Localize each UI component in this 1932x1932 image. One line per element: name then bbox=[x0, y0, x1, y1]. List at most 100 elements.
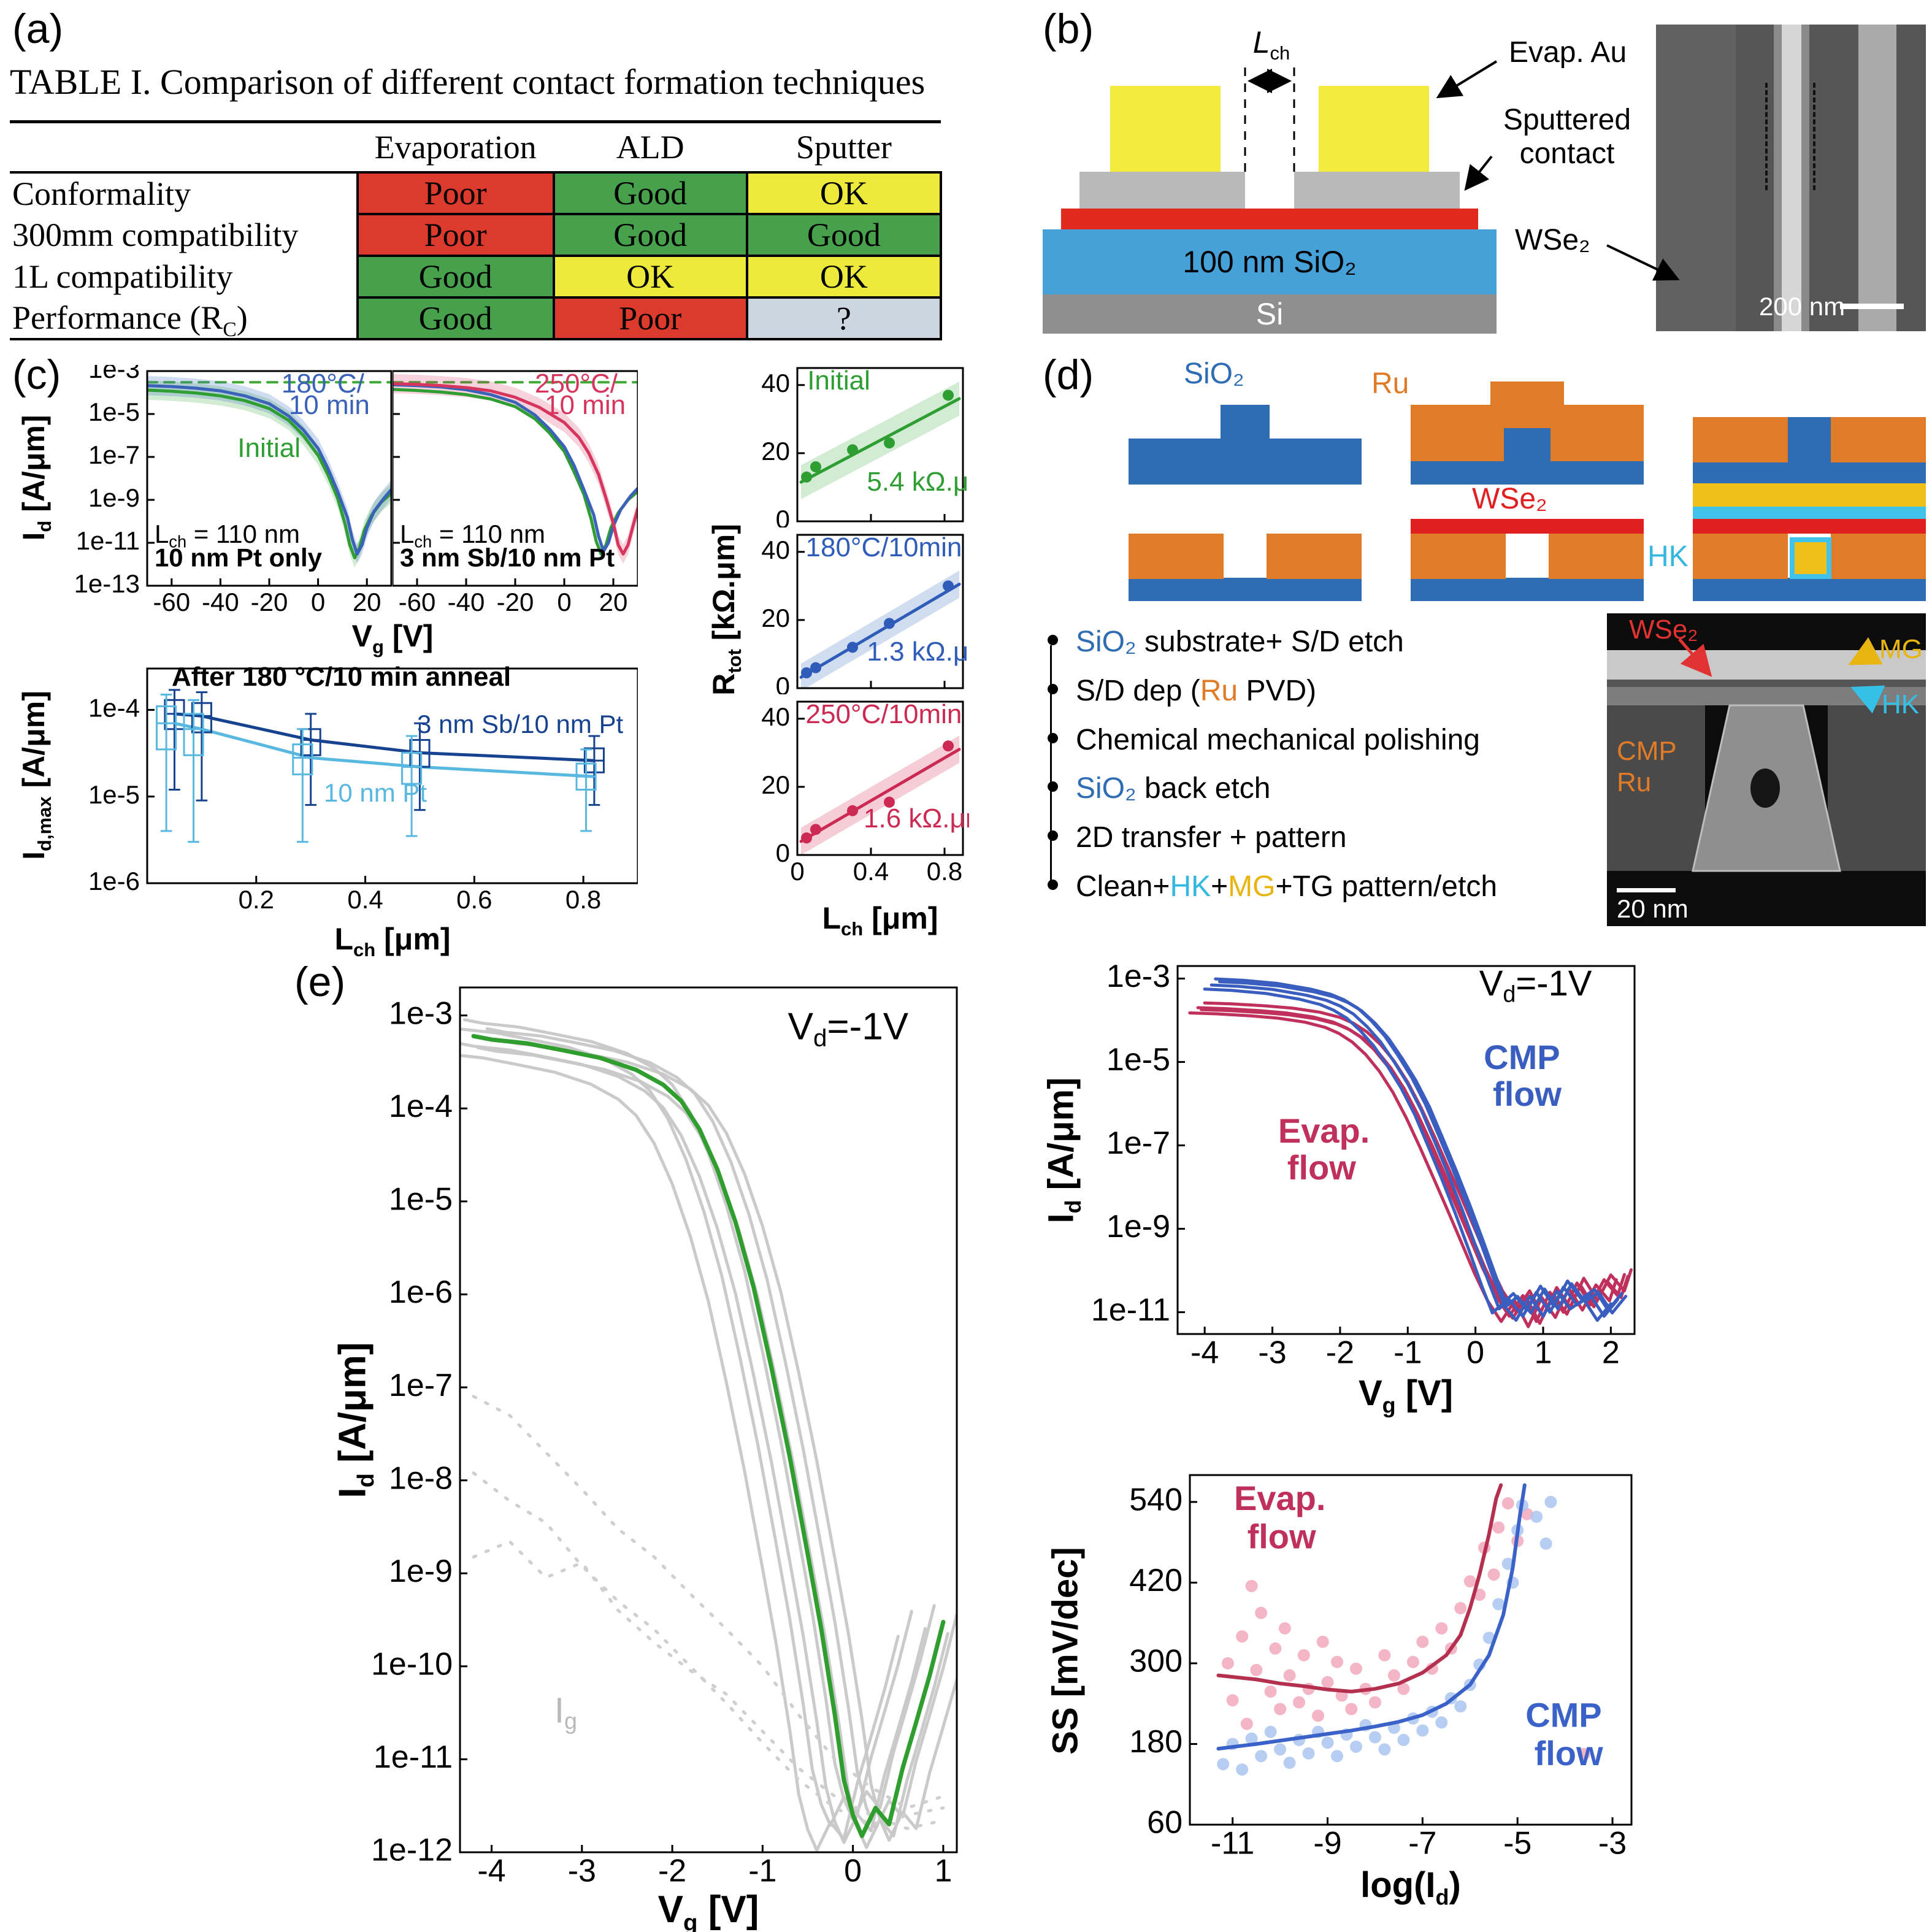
tem-cmp-ru-label: CMP Ru bbox=[1617, 736, 1676, 797]
wse2-label-b: WSe₂ bbox=[1515, 224, 1590, 256]
sem-electrode-bar bbox=[1858, 25, 1896, 331]
svg-text:250°C/10min: 250°C/10min bbox=[806, 699, 962, 729]
table-cell: OK bbox=[552, 255, 748, 299]
svg-text:1e-3: 1e-3 bbox=[389, 995, 453, 1031]
tem-mg-label: MG bbox=[1879, 634, 1923, 664]
e1-xlabel: Vg [V] bbox=[657, 1888, 759, 1932]
svg-text:5.4 kΩ.μm: 5.4 kΩ.μm bbox=[867, 467, 969, 497]
svg-text:Initial: Initial bbox=[237, 433, 301, 463]
d2-ru-bump bbox=[1490, 381, 1564, 406]
row-label: 300mm compatibility bbox=[12, 217, 299, 253]
svg-text:1e-3: 1e-3 bbox=[1106, 959, 1170, 994]
table-cell: Poor bbox=[356, 171, 555, 215]
tem-cmp-ru-left bbox=[1607, 705, 1705, 871]
lch-label: Lch bbox=[1252, 25, 1290, 64]
wse2-layer bbox=[1061, 209, 1478, 229]
table-cell: OK bbox=[745, 255, 943, 299]
chart-cmp-vs-evap-transfer: -4 -3 -2 -1 0 1 2 1e-3 1e-5 1e-7 1e-9 1e-11 Vd=-1V CM… bbox=[1079, 957, 1644, 1405]
svg-text:Lch = 110 nm: Lch = 110 nm bbox=[155, 519, 300, 551]
tem-cmp-ru-right bbox=[1828, 705, 1926, 871]
d1-sio2-base bbox=[1129, 439, 1362, 485]
d6-gate-in-cavity bbox=[1790, 537, 1831, 579]
svg-text:Lch = 110 nm: Lch = 110 nm bbox=[400, 519, 545, 551]
svg-text:180: 180 bbox=[1129, 1724, 1183, 1760]
svg-text:1e-4: 1e-4 bbox=[88, 694, 140, 723]
svg-text:0: 0 bbox=[844, 1853, 862, 1888]
svg-text:-60: -60 bbox=[153, 588, 190, 616]
svg-text:1e-5: 1e-5 bbox=[389, 1182, 453, 1217]
d6-hk bbox=[1693, 507, 1926, 519]
svg-text:Initial: Initial bbox=[807, 366, 870, 396]
svg-text:Evap.: Evap. bbox=[1278, 1111, 1370, 1150]
d2-sio2-mesa bbox=[1504, 428, 1551, 462]
svg-text:1e-11: 1e-11 bbox=[374, 1739, 453, 1775]
svg-text:0: 0 bbox=[776, 672, 790, 694]
svg-text:20: 20 bbox=[353, 588, 381, 616]
d3-sio2-mesa bbox=[1788, 417, 1831, 462]
svg-text:-2: -2 bbox=[1326, 1335, 1354, 1370]
svg-text:CMP: CMP bbox=[1525, 1695, 1601, 1734]
d6-sio2-base bbox=[1693, 578, 1926, 601]
svg-text:-2: -2 bbox=[658, 1853, 686, 1888]
svg-text:0.8: 0.8 bbox=[927, 857, 962, 886]
svg-text:10 nm Pt: 10 nm Pt bbox=[324, 778, 427, 807]
svg-text:1.6 kΩ.μm: 1.6 kΩ.μm bbox=[864, 803, 969, 834]
column-header: ALD bbox=[553, 121, 747, 174]
svg-text:Vd=-1V: Vd=-1V bbox=[1479, 964, 1592, 1006]
svg-text:1e-6: 1e-6 bbox=[88, 867, 140, 895]
e2-ylabel: Id [A/μm] bbox=[1041, 1077, 1086, 1224]
svg-text:0.4: 0.4 bbox=[853, 857, 889, 886]
svg-text:20: 20 bbox=[761, 437, 790, 466]
tem-overlay bbox=[1678, 637, 1885, 872]
panel-e-label: (e) bbox=[294, 959, 346, 1005]
d3-sio2-base bbox=[1693, 461, 1926, 485]
chart-rtot-initial: 0 20 40 Initial 5.4 kΩ.μm bbox=[742, 362, 969, 527]
svg-text:1e-11: 1e-11 bbox=[1091, 1292, 1170, 1328]
svg-text:flow: flow bbox=[1287, 1148, 1356, 1187]
hk-label-d: HK bbox=[1647, 540, 1689, 573]
svg-text:1: 1 bbox=[1535, 1335, 1552, 1370]
e2-xlabel: Vg [V] bbox=[1358, 1373, 1454, 1418]
svg-text:20: 20 bbox=[761, 770, 790, 799]
svg-text:0.2: 0.2 bbox=[239, 885, 274, 914]
sem-scale-label: 200 nm bbox=[1759, 292, 1846, 321]
svg-text:1e-3: 1e-3 bbox=[88, 365, 140, 383]
svg-text:-11: -11 bbox=[1211, 1825, 1254, 1861]
panel-c-label: (c) bbox=[12, 351, 61, 398]
svg-text:10 nm Pt only: 10 nm Pt only bbox=[155, 543, 323, 572]
svg-text:3 nm Sb/10 nm Pt: 3 nm Sb/10 nm Pt bbox=[400, 543, 615, 572]
svg-text:-40: -40 bbox=[448, 588, 485, 616]
svg-text:-20: -20 bbox=[251, 588, 288, 616]
process-step: S/D dep (Ru PVD) bbox=[1043, 675, 1601, 708]
rtot-ylabel: Rtot [kΩ.μm] bbox=[707, 524, 745, 696]
d6-wse2 bbox=[1693, 519, 1926, 534]
sputtered-layer-left bbox=[1079, 172, 1245, 209]
svg-text:Vd=-1V: Vd=-1V bbox=[788, 1006, 909, 1052]
table-row: 1L compatibility Good OK OK bbox=[10, 255, 943, 299]
svg-text:250°C/: 250°C/ bbox=[535, 369, 618, 399]
process-step: SiO₂ back etch bbox=[1043, 772, 1601, 805]
panel-d-label: (d) bbox=[1043, 351, 1094, 398]
svg-text:540: 540 bbox=[1129, 1482, 1183, 1518]
svg-text:1e-9: 1e-9 bbox=[389, 1554, 453, 1589]
svg-text:flow: flow bbox=[1535, 1734, 1603, 1773]
svg-text:20: 20 bbox=[599, 588, 628, 616]
svg-text:1e-12: 1e-12 bbox=[371, 1833, 453, 1868]
svg-text:-7: -7 bbox=[1408, 1825, 1436, 1861]
svg-text:1e-5: 1e-5 bbox=[88, 780, 140, 809]
tem-scale-bar bbox=[1617, 888, 1676, 892]
e3-xlabel: log(Id) bbox=[1360, 1865, 1461, 1910]
svg-text:1e-8: 1e-8 bbox=[389, 1460, 453, 1496]
d6-mg bbox=[1693, 483, 1926, 507]
e3-ylabel: SS [mV/dec] bbox=[1045, 1547, 1086, 1755]
chart-transfer-pt-only: -60 -40 -20 0 20 1e-3 1e-5 1e-7 1e-9 1e-11 1e-13 18… bbox=[61, 365, 393, 623]
svg-text:Evap.: Evap. bbox=[1234, 1479, 1325, 1517]
table-title: TABLE I. Comparison of different contact… bbox=[10, 62, 926, 102]
comparison-table: Evaporation ALD Sputter Conformality Poor Goo… bbox=[10, 120, 943, 340]
svg-text:1e-7: 1e-7 bbox=[88, 440, 140, 469]
svg-text:0: 0 bbox=[790, 857, 804, 886]
svg-text:1e-13: 1e-13 bbox=[74, 569, 140, 598]
svg-text:1e-9: 1e-9 bbox=[88, 483, 140, 512]
panel-b-annotations bbox=[1244, 60, 1680, 281]
